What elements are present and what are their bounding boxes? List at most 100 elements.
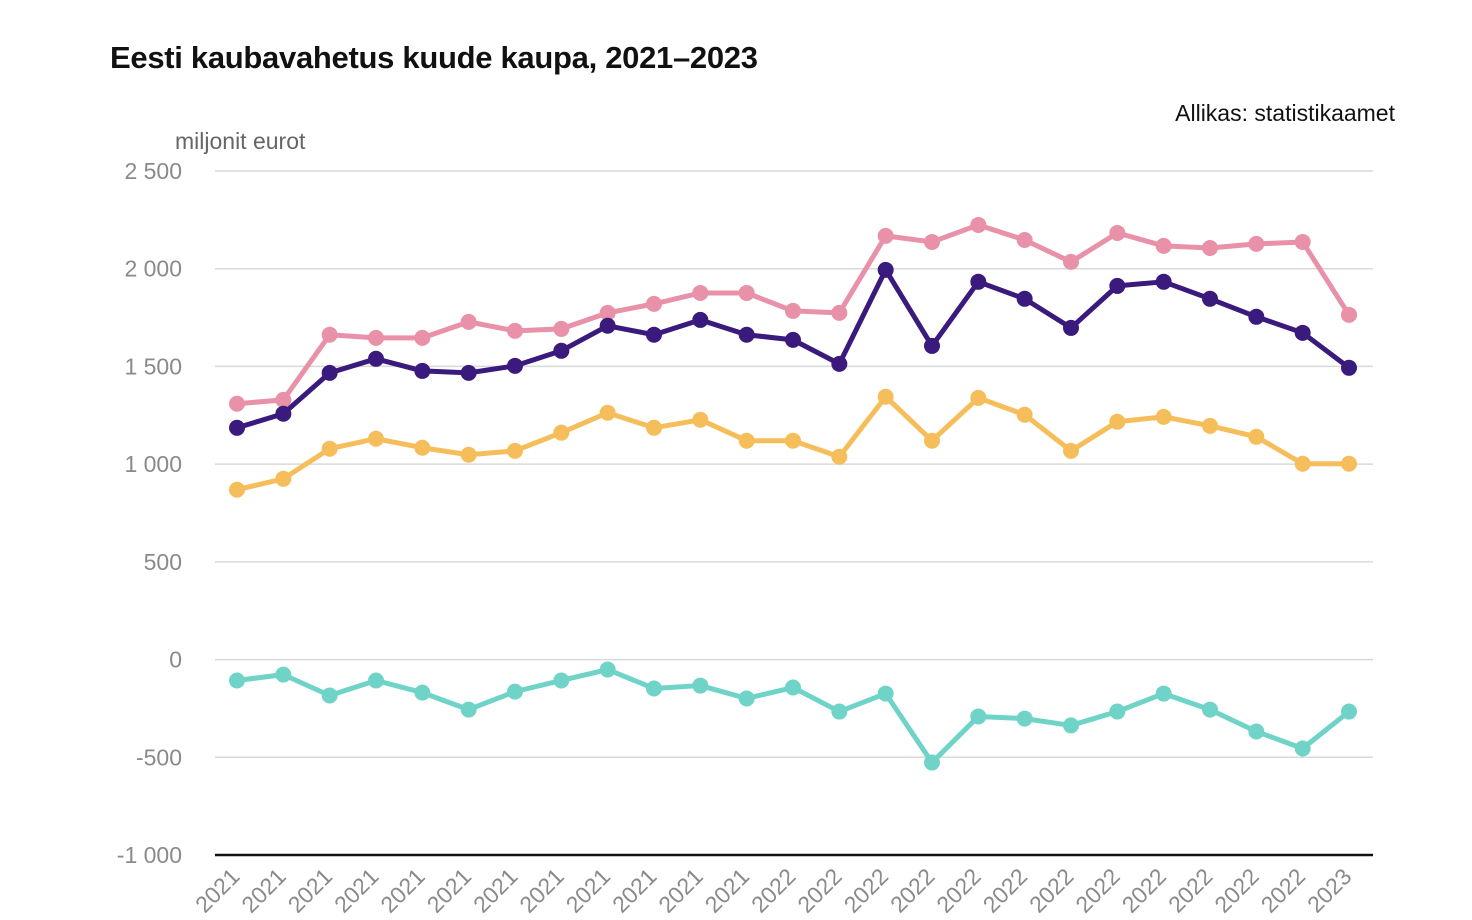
data-point bbox=[1294, 455, 1311, 472]
x-tick-label: 2022 bbox=[1163, 863, 1218, 918]
data-point bbox=[460, 701, 477, 718]
x-tick-label: 2022 bbox=[1070, 863, 1125, 918]
y-tick-label: 0 bbox=[169, 647, 182, 673]
x-tick-label: 2022 bbox=[1024, 863, 1079, 918]
data-point bbox=[738, 690, 755, 707]
data-point bbox=[1248, 235, 1265, 252]
data-point bbox=[229, 395, 245, 412]
data-point bbox=[924, 233, 940, 250]
data-point bbox=[924, 337, 940, 354]
data-point bbox=[1341, 455, 1357, 472]
data-point bbox=[599, 304, 616, 321]
data-point bbox=[877, 685, 894, 702]
data-point bbox=[1294, 233, 1311, 250]
series-3 bbox=[229, 661, 1357, 771]
series-1 bbox=[229, 261, 1357, 436]
data-point bbox=[414, 329, 431, 346]
chart-source: Allikas: statistikaamet bbox=[1175, 100, 1395, 126]
data-point bbox=[831, 703, 848, 720]
data-point bbox=[368, 329, 384, 346]
data-point bbox=[1248, 308, 1265, 325]
x-tick-label: 2021 bbox=[375, 863, 430, 918]
data-point bbox=[970, 389, 987, 406]
series-line bbox=[236, 267, 1351, 431]
series-0 bbox=[229, 216, 1357, 412]
x-tick-label: 2022 bbox=[746, 863, 801, 918]
data-point bbox=[507, 322, 523, 339]
data-point bbox=[321, 687, 338, 704]
x-tick-label: 2021 bbox=[236, 863, 291, 918]
data-point bbox=[646, 680, 662, 697]
data-point bbox=[275, 391, 292, 408]
data-point bbox=[460, 446, 477, 463]
data-point bbox=[368, 672, 384, 689]
data-point bbox=[785, 432, 801, 449]
data-point bbox=[1248, 428, 1265, 445]
data-point bbox=[831, 355, 848, 372]
data-point bbox=[877, 227, 894, 244]
data-point bbox=[785, 331, 801, 348]
data-point bbox=[785, 679, 801, 696]
x-tick-label: 2021 bbox=[607, 863, 662, 918]
data-point bbox=[1202, 701, 1218, 718]
data-point bbox=[831, 304, 848, 321]
y-tick-label: 1 500 bbox=[124, 353, 182, 379]
x-tick-label: 2022 bbox=[1209, 863, 1264, 918]
data-point bbox=[646, 295, 662, 312]
data-point bbox=[1016, 290, 1033, 307]
data-point bbox=[321, 326, 338, 343]
data-point bbox=[1202, 290, 1218, 307]
data-point bbox=[1109, 413, 1126, 430]
data-point bbox=[970, 708, 987, 725]
data-point bbox=[460, 313, 477, 330]
data-point bbox=[599, 404, 616, 421]
data-point bbox=[1109, 224, 1126, 241]
y-axis-label: miljonit eurot bbox=[175, 128, 306, 154]
data-point bbox=[1016, 406, 1033, 423]
x-tick-label: 2022 bbox=[1256, 863, 1311, 918]
data-point bbox=[1155, 273, 1172, 290]
data-point bbox=[507, 442, 523, 459]
data-point bbox=[229, 419, 245, 436]
x-tick-label: 2021 bbox=[283, 863, 338, 918]
data-point bbox=[1155, 408, 1172, 425]
data-point bbox=[1016, 710, 1033, 727]
data-point bbox=[321, 364, 338, 381]
data-point bbox=[970, 216, 987, 233]
data-point bbox=[507, 683, 523, 700]
data-point bbox=[599, 317, 616, 334]
y-tick-label: -500 bbox=[136, 744, 182, 770]
data-point bbox=[1202, 239, 1218, 256]
data-point bbox=[738, 432, 755, 449]
data-point bbox=[553, 342, 570, 359]
data-point bbox=[1109, 703, 1126, 720]
data-point bbox=[1063, 442, 1079, 459]
data-point bbox=[1016, 231, 1033, 248]
data-point bbox=[368, 430, 384, 447]
data-point bbox=[414, 439, 431, 456]
data-point bbox=[1341, 359, 1357, 376]
data-point bbox=[1155, 685, 1172, 702]
data-point bbox=[970, 273, 987, 290]
data-point bbox=[1063, 253, 1079, 270]
data-point bbox=[877, 388, 894, 405]
x-tick-label: 2021 bbox=[514, 863, 569, 918]
x-tick-label: 2021 bbox=[329, 863, 384, 918]
data-point bbox=[831, 448, 848, 465]
data-point bbox=[229, 672, 245, 689]
x-tick-label: 2022 bbox=[885, 863, 940, 918]
x-tick-label: 2022 bbox=[839, 863, 894, 918]
chart-title: Eesti kaubavahetus kuude kaupa, 2021–202… bbox=[110, 40, 758, 75]
data-point bbox=[1063, 319, 1079, 336]
data-point bbox=[553, 424, 570, 441]
data-point bbox=[414, 362, 431, 379]
data-point bbox=[368, 350, 384, 367]
x-tick-label: 2021 bbox=[422, 863, 477, 918]
data-point bbox=[553, 672, 570, 689]
data-point bbox=[924, 754, 940, 771]
y-tick-label: 500 bbox=[144, 549, 182, 575]
x-tick-label: 2022 bbox=[931, 863, 986, 918]
data-point bbox=[1248, 723, 1265, 740]
data-point bbox=[1202, 417, 1218, 434]
